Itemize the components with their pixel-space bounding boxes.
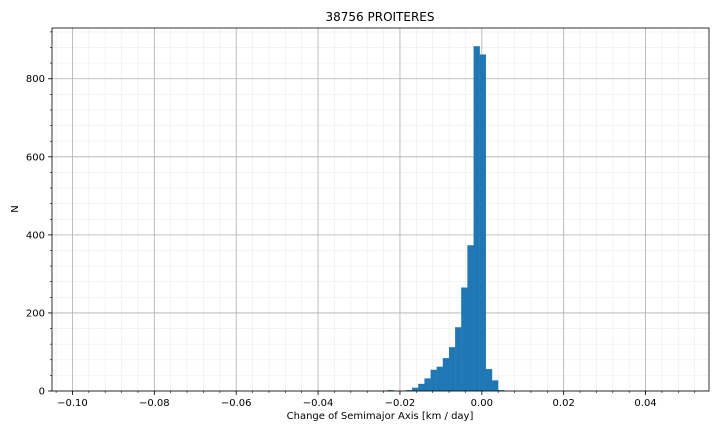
histogram-bar	[430, 369, 437, 392]
y-tick-label: 800	[26, 74, 45, 85]
y-axis-ticks: 0 200 400 600 800	[26, 31, 52, 398]
axes-frame	[51, 27, 710, 392]
chart-title: 38756 PROITERES	[326, 10, 435, 24]
x-tick-label: 0.00	[471, 398, 493, 409]
histogram-bar	[461, 287, 468, 392]
x-tick-label: 0.04	[634, 398, 656, 409]
x-axis-label: Change of Semimajor Axis [km / day]	[287, 411, 474, 422]
x-tick-label: −0.02	[385, 398, 416, 409]
histogram-bar	[485, 369, 493, 392]
y-axis-label: N	[10, 205, 21, 212]
histogram-bar	[436, 366, 444, 392]
histogram-bar	[412, 387, 419, 392]
axes	[51, 27, 710, 392]
x-tick-label: 0.02	[553, 398, 575, 409]
x-tick-label: −0.10	[57, 398, 88, 409]
histogram-bar	[442, 358, 450, 392]
minor-grid	[52, 28, 709, 392]
histogram-bar	[424, 378, 431, 392]
y-tick-label: 0	[39, 387, 45, 398]
histogram-bar	[448, 347, 456, 392]
histogram-bar	[473, 46, 480, 392]
histogram-bar	[479, 54, 487, 392]
y-tick-label: 400	[26, 230, 45, 241]
x-axis-ticks: −0.10 −0.08 −0.06 −0.04 −0.02 0.00 0.02 0.04	[55, 391, 695, 409]
x-tick-label: −0.06	[221, 398, 252, 409]
x-tick-label: −0.08	[139, 398, 170, 409]
plot-background	[52, 28, 709, 391]
y-tick-label: 600	[26, 152, 45, 163]
histogram-bar	[491, 380, 499, 392]
y-tick-label: 200	[26, 308, 45, 319]
x-tick-label: −0.04	[303, 398, 334, 409]
histogram-bar	[418, 383, 425, 392]
histogram-bar	[455, 327, 462, 392]
histogram-bar	[467, 245, 474, 392]
plot-area	[52, 28, 709, 391]
